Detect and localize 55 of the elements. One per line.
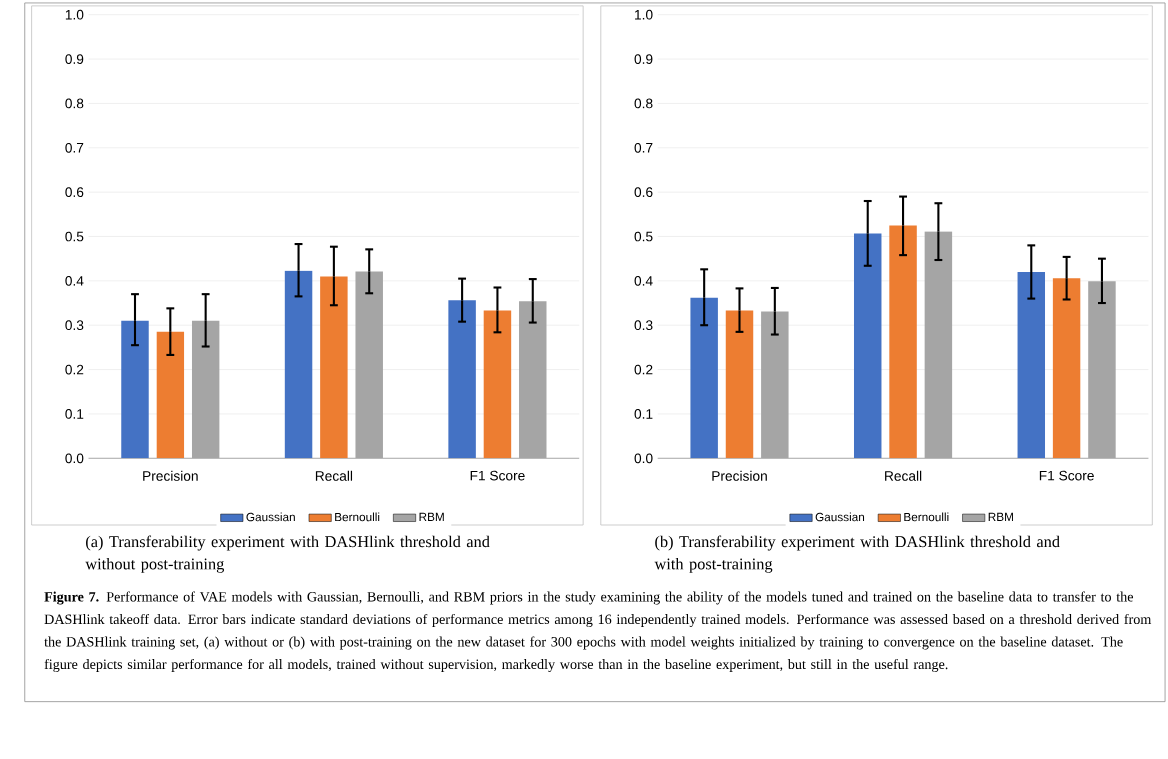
y-tick-label: 0.7: [634, 143, 653, 153]
legend-label: Bernoulli: [335, 512, 380, 522]
x-tick-label: Precision: [712, 470, 767, 482]
y-tick-label: 0.2: [65, 364, 84, 375]
y-tick-label: 0.4: [65, 276, 84, 286]
legend-label: Bernoulli: [904, 512, 949, 522]
y-tick-label: 0.8: [634, 98, 653, 109]
y-tick-label: 1.0: [635, 10, 653, 20]
y-tick-label: 0.4: [634, 276, 653, 286]
bar: [1017, 272, 1046, 459]
text: (b) Transferability experiment with DASHlink threshold and with post-training: [654, 535, 1060, 574]
y-tick-label: 0.5: [65, 231, 84, 242]
x-tick-label: Recall: [315, 470, 353, 482]
text: (a) Transferability experiment with DASHlink threshold and without post-training: [85, 535, 490, 574]
bar: [355, 271, 383, 459]
bar: [448, 300, 476, 459]
y-tick-label: 0.6: [65, 187, 84, 198]
y-tick-label: 0.1: [634, 409, 653, 420]
bar: [156, 332, 185, 459]
bar: [191, 320, 220, 459]
x-tick-label: Precision: [143, 470, 198, 482]
bar: [1088, 281, 1116, 459]
legend-label: RBM: [419, 513, 444, 522]
y-tick-label: 0.3: [65, 320, 84, 331]
y-tick-label: 0.0: [65, 453, 84, 464]
legend-label: RBM: [988, 513, 1013, 522]
bar: [121, 320, 149, 459]
y-tick-label: 0.6: [634, 187, 653, 198]
x-tick-label: Recall: [885, 470, 922, 482]
bar: [519, 301, 547, 459]
y-tick-label: 0.9: [634, 54, 653, 65]
bar: [320, 276, 348, 459]
bar: [924, 231, 953, 459]
bar: [284, 270, 313, 459]
y-tick-label: 1.0: [65, 10, 84, 20]
legend-label: Gaussian: [246, 512, 295, 522]
y-tick-label: 0.5: [634, 231, 653, 242]
text: Figure 7. Performance of VAE models with Gaussian, Bernoulli, and RBM priors in the study examining the ability of the models tuned and trained on the baseline data to transfer to the DASHlink takeoff data. Error bars indicate standard deviations of performance metrics among 16 independently trained models. Performance was assessed based on a threshold derived from the DASHlink training set, (a) without or (b) with post-training on the new dataset for 300 epochs with model weights initialized by training to convergence on the baseline dataset. The figure depicts similar performance for all models, trained without supervision, markedly worse than in the baseline experiment, but still in the useful range.: [44, 591, 1152, 673]
y-tick-label: 0.1: [65, 409, 84, 420]
bar: [483, 310, 512, 459]
x-tick-label: F1 Score: [1039, 470, 1094, 481]
y-tick-label: 0.0: [634, 453, 653, 464]
y-tick-label: 0.8: [65, 98, 84, 109]
bar: [1052, 278, 1081, 459]
bar: [889, 225, 917, 459]
y-tick-label: 0.2: [634, 364, 653, 375]
x-tick-label: F1 Score: [470, 470, 525, 481]
bar: [853, 233, 882, 459]
bar: [690, 297, 718, 459]
y-tick-label: 0.7: [65, 143, 84, 153]
y-tick-label: 0.9: [65, 54, 84, 65]
bar: [725, 310, 754, 459]
y-tick-label: 0.3: [634, 320, 653, 331]
legend-label: Gaussian: [815, 512, 865, 522]
bar: [761, 311, 789, 459]
